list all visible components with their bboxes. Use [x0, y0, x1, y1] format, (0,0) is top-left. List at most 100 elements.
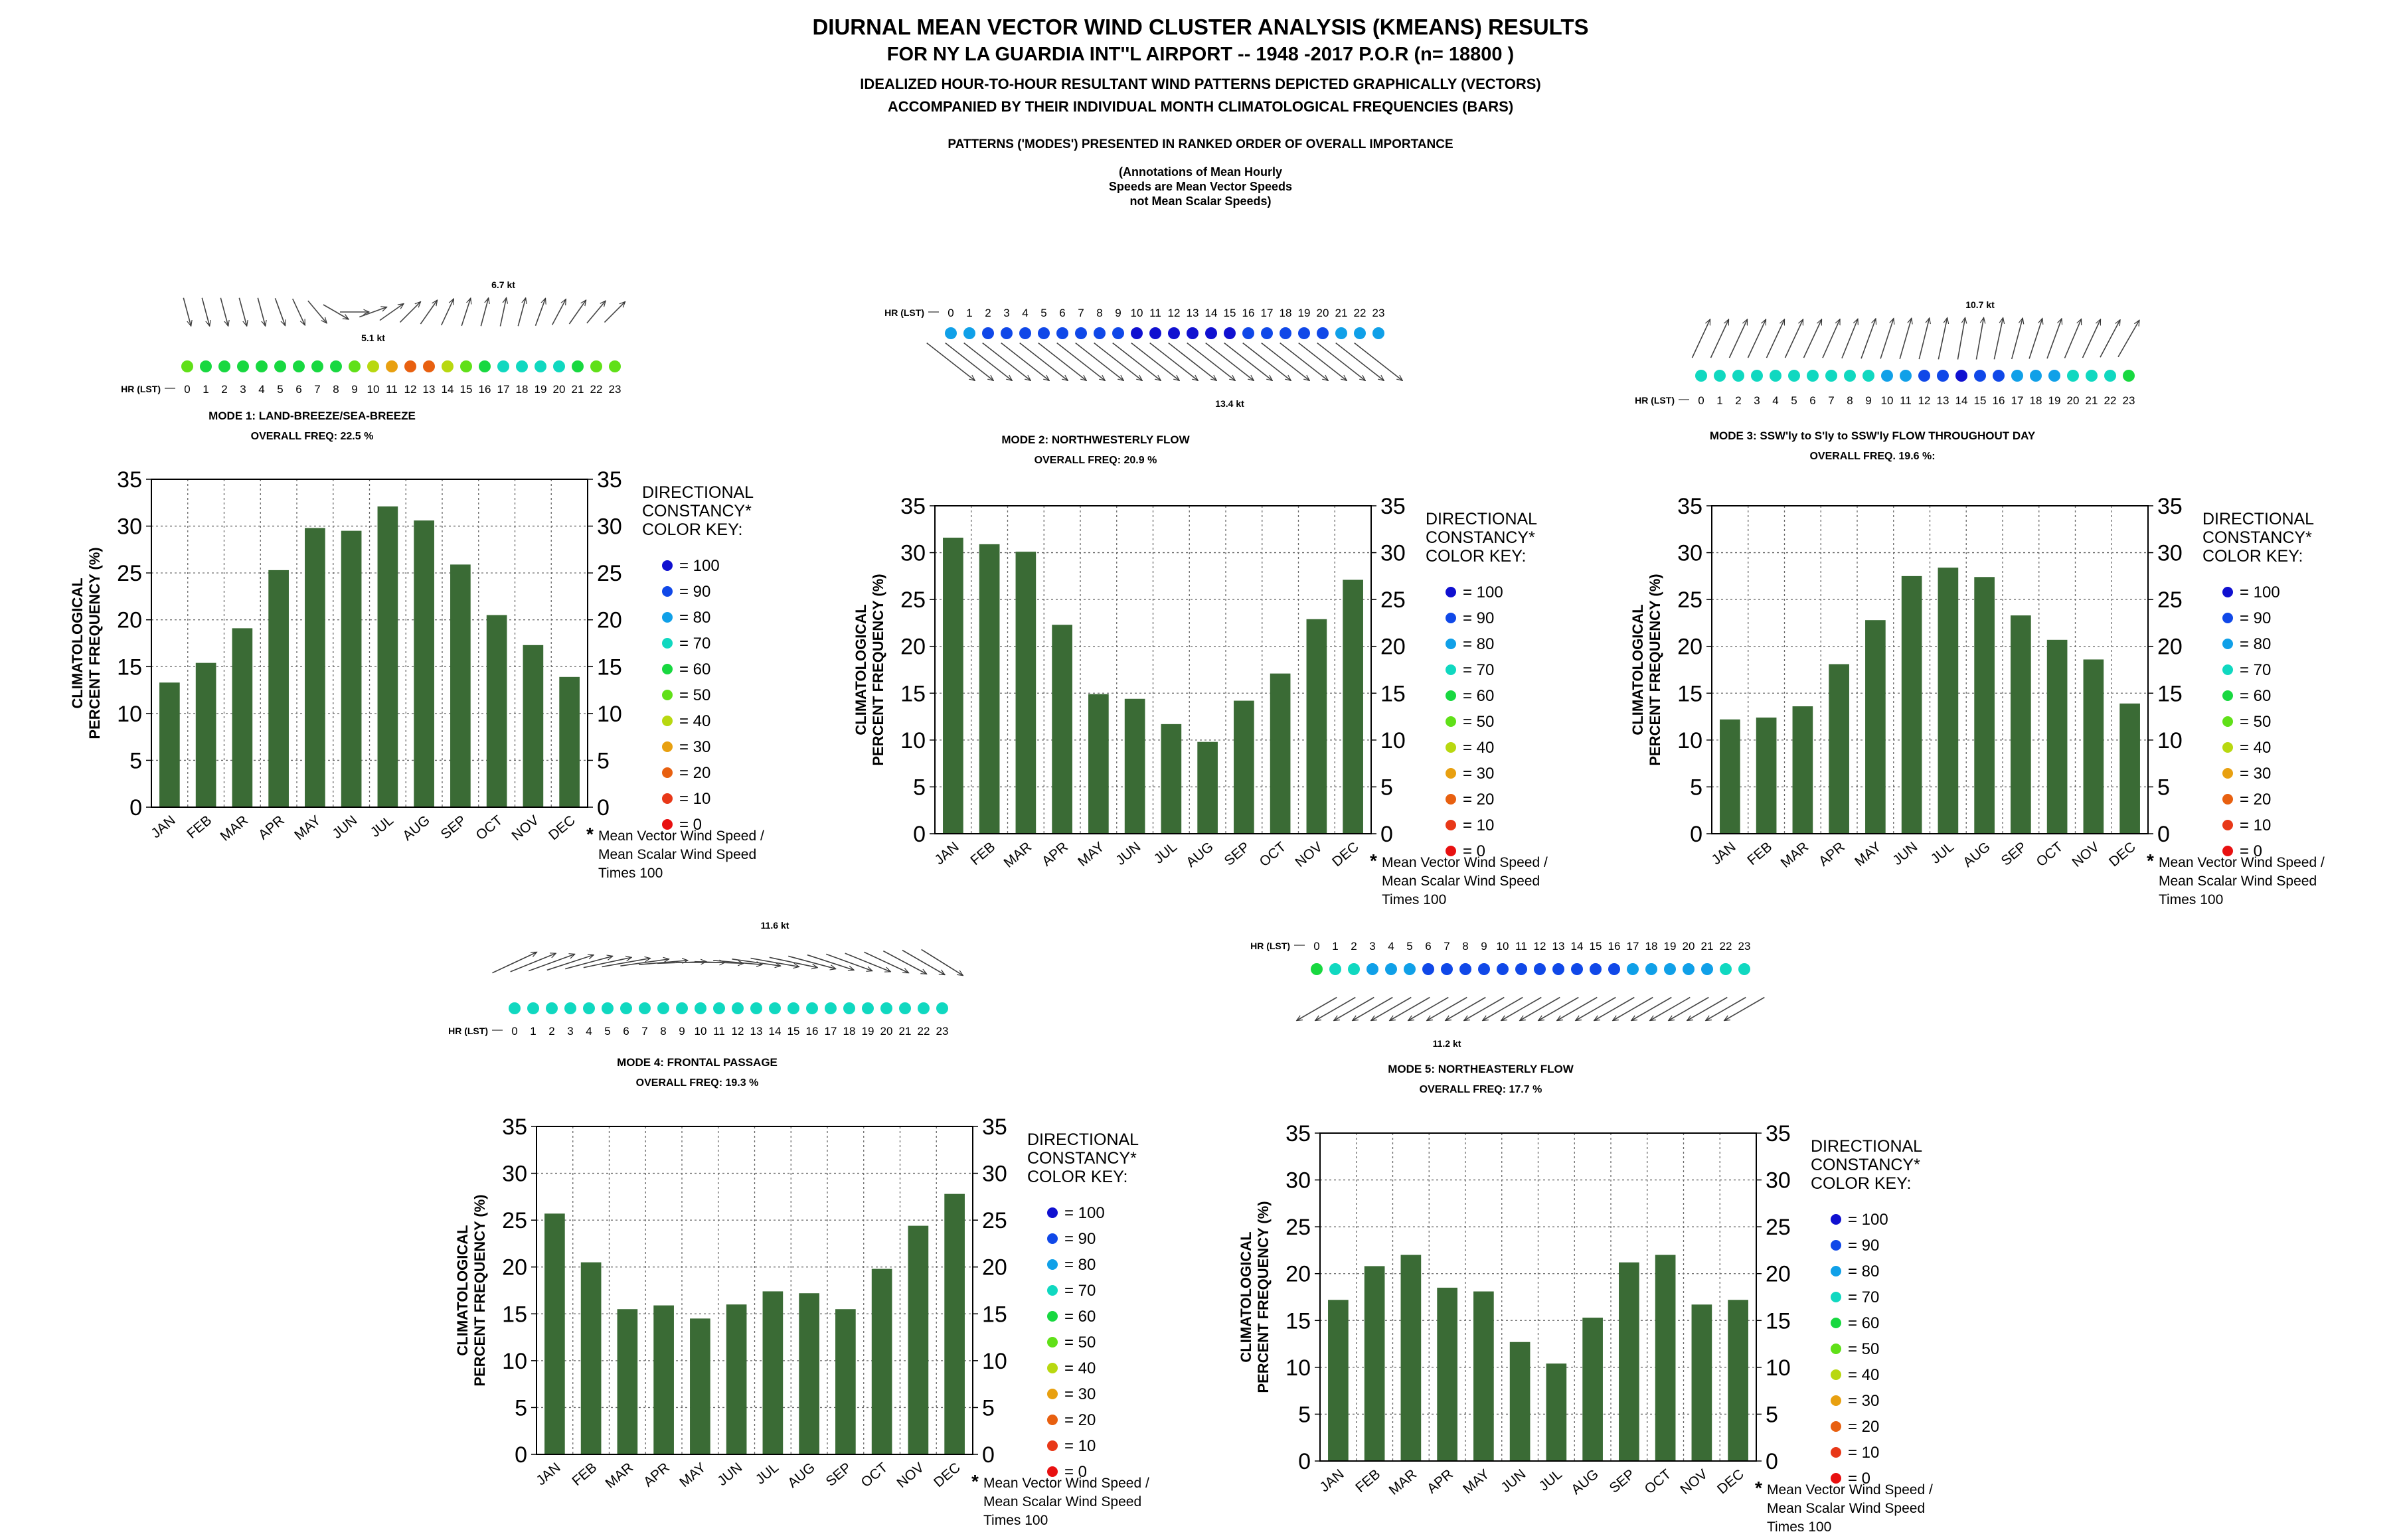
key-level-label: = 30 [1064, 1385, 1096, 1403]
hour-tick-label: 8 [1096, 307, 1102, 319]
constancy-dot [349, 360, 361, 372]
constancy-dot [590, 360, 602, 372]
x-tick-label: SEP [823, 1460, 855, 1490]
constancy-dot [899, 1002, 911, 1014]
y-tick-label-right: 0 [597, 795, 610, 820]
plot-frame [1711, 505, 2149, 834]
constancy-dot [1937, 370, 1949, 382]
hour-tick-label: 7 [314, 383, 320, 396]
footnote-line: Mean Scalar Wind Speed [2159, 874, 2317, 889]
constancy-dot [1900, 370, 1912, 382]
constancy-dot [2048, 370, 2060, 382]
key-swatch [2222, 794, 2233, 805]
overall-frequency: OVERALL FREQ: 19.3 % [636, 1077, 759, 1089]
y-tick-label-right: 35 [2157, 494, 2183, 519]
constancy-dot [787, 1002, 799, 1014]
constancy-dot [479, 360, 491, 372]
bar-jul [762, 1291, 784, 1454]
x-tick-label: JUN [714, 1460, 745, 1489]
bar-apr [268, 570, 289, 807]
constancy-dot [546, 1002, 558, 1014]
bar-may [1473, 1291, 1494, 1461]
constancy-dot [1422, 963, 1434, 975]
constancy-dot [527, 1002, 539, 1014]
key-swatch [1446, 587, 1456, 597]
key-level-label: = 50 [1463, 713, 1494, 731]
y-tick-label-left: 25 [117, 561, 142, 586]
y-tick-label-left: 35 [900, 494, 926, 519]
y-tick-label-right: 15 [597, 654, 622, 680]
constancy-dot [1131, 327, 1143, 339]
hour-tick-label: 7 [1078, 307, 1084, 319]
wind-vector-arrow [963, 343, 1012, 381]
bar-aug [799, 1293, 819, 1454]
constancy-dot [695, 1002, 706, 1014]
hour-tick-label: 7 [641, 1025, 647, 1038]
hour-tick-label: 11 [713, 1025, 725, 1038]
hour-tick-label: 21 [2086, 394, 2098, 407]
wind-vector-arrow [1483, 996, 1523, 1021]
overall-frequency: OVERALL FREQ: 22.5 % [251, 431, 374, 442]
constancy-dot [1335, 327, 1347, 339]
key-level-label: = 20 [1848, 1418, 1879, 1436]
key-level-label: = 60 [679, 660, 710, 678]
constancy-dot [1738, 963, 1750, 975]
wind-vector-arrow [1784, 319, 1804, 358]
wind-vector-arrow [535, 298, 545, 326]
constancy-dot [676, 1002, 688, 1014]
wind-vector-arrow [1242, 343, 1291, 381]
mode-label: MODE 5: NORTHEASTERLY FLOW [1388, 1063, 1574, 1075]
key-swatch [662, 819, 673, 830]
mode-label: MODE 2: NORTHWESTERLY FLOW [1001, 433, 1190, 446]
bar-jan [1328, 1300, 1349, 1461]
constancy-dot [732, 1002, 744, 1014]
key-swatch [1831, 1395, 1841, 1406]
bar-nov [1691, 1304, 1712, 1461]
hour-tick-label: 4 [586, 1025, 592, 1038]
key-level-label: = 80 [1463, 635, 1494, 653]
y-tick-label-right: 0 [1766, 1449, 1778, 1474]
wind-vector-arrow [1975, 317, 1983, 360]
bar-apr [1437, 1287, 1457, 1461]
key-swatch [662, 586, 673, 597]
hour-tick-label: 19 [535, 383, 547, 396]
hour-tick-label: 21 [899, 1025, 912, 1038]
hour-tick-label: 17 [2011, 394, 2024, 407]
x-tick-label: DEC [1329, 839, 1362, 870]
constancy-dot [1385, 963, 1397, 975]
key-level-label: = 90 [1064, 1230, 1096, 1248]
hour-tick-label: 20 [1317, 307, 1329, 319]
wind-vector-arrow [1899, 318, 1912, 359]
hour-tick-label: 20 [2067, 394, 2080, 407]
hour-tick-label: 1 [966, 307, 972, 319]
key-title-line: COLOR KEY: [2202, 547, 2303, 566]
hour-tick-label: 22 [1354, 307, 1366, 319]
bar-jan [159, 682, 180, 807]
y-tick-label-right: 5 [1380, 775, 1393, 800]
hour-tick-label: 9 [1865, 394, 1871, 407]
footnote-line: Times 100 [983, 1513, 1048, 1528]
y-tick-label-right: 20 [982, 1255, 1007, 1280]
constancy-dot [583, 1002, 595, 1014]
constancy-dot [1459, 963, 1471, 975]
y-tick-label-left: 0 [1690, 822, 1702, 847]
bar-sep [450, 564, 471, 807]
key-title-line: DIRECTIONAL [642, 483, 754, 502]
x-tick-label: DEC [546, 812, 578, 843]
key-swatch [1831, 1421, 1841, 1432]
hour-tick-label: 3 [567, 1025, 573, 1038]
x-tick-label: FEB [1353, 1466, 1383, 1496]
wind-vector-arrow [291, 298, 306, 325]
footnote-line: Times 100 [598, 866, 663, 881]
key-swatch [2222, 768, 2233, 779]
key-swatch [1047, 1440, 1058, 1451]
wind-vector-arrow [323, 304, 349, 319]
hour-tick-label: 3 [240, 383, 246, 396]
bar-sep [835, 1309, 856, 1454]
key-swatch [1831, 1473, 1841, 1484]
annotation-line-1: (Annotations of Mean Hourly [1119, 165, 1282, 179]
hour-tick-label: 23 [2123, 394, 2135, 407]
wind-vector-arrow [2028, 319, 2042, 359]
x-tick-label: DEC [2106, 839, 2139, 870]
constancy-dot [1807, 370, 1819, 382]
